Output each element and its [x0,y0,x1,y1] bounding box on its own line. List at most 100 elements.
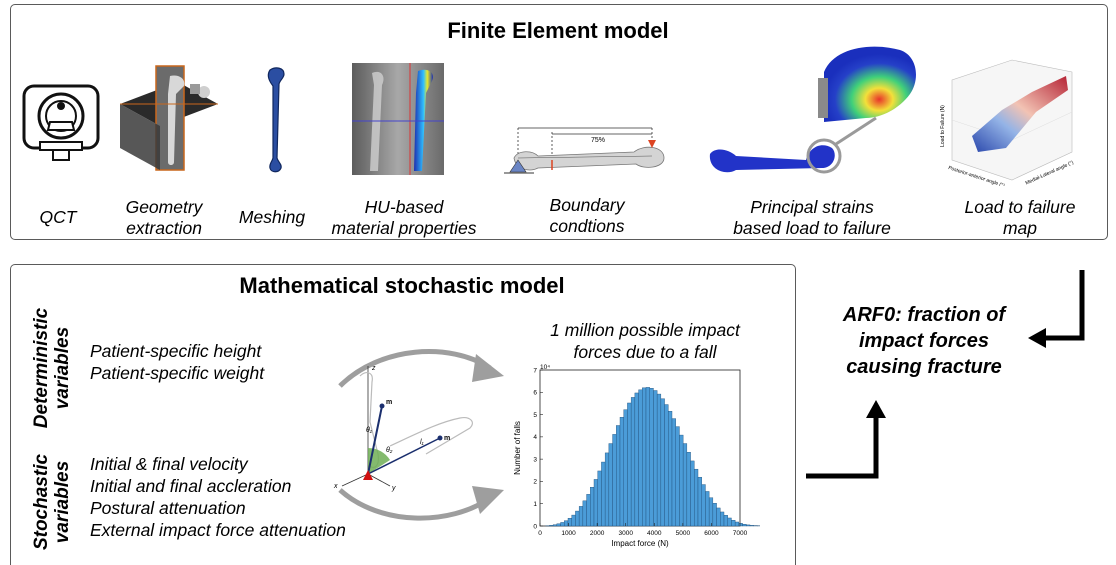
fe-step-map: Load to failure map [948,197,1092,239]
histogram-y-label: Number of falls [513,421,522,475]
from-fe-arrow-head-icon [1028,328,1046,348]
x-tick-label: 4000 [647,530,662,537]
result-arrows [800,260,1116,490]
mass-2-label: m [444,435,450,442]
y-axis-label: y [391,485,396,492]
fe-step-boundary-line1: Boundary [522,195,652,216]
fe-step-hu: HU-based material properties [318,197,490,239]
x-tick-label: 0 [538,530,542,537]
z-axis-label: z [371,365,376,372]
histogram-bar [620,417,624,526]
histogram-bar [639,390,643,526]
fe-step-map-line2: map [948,218,1092,239]
det-var-height: Patient-specific height [90,340,264,362]
fe-step-boundary: Boundary condtions [522,195,652,237]
mass-1-icon [380,404,385,409]
histogram-bar [698,477,702,526]
histogram-bar [594,479,598,526]
leg-silhouette [390,418,472,454]
histogram-bar [605,453,609,526]
deterministic-label-line1: Deterministic [31,303,52,433]
histogram-bar [735,522,739,526]
fe-step-geometry-line1: Geometry [104,197,224,218]
x-tick-label: 6000 [704,530,719,537]
histogram-bar [549,525,553,526]
histogram-bar [561,522,565,526]
histogram-bar [676,427,680,526]
histogram-bar [553,525,557,526]
length-1-label: l₁ [420,439,425,446]
deterministic-label-line2: variables [52,303,73,433]
principal-strains-image [706,44,932,184]
histogram-bar [661,399,665,526]
fe-step-map-line1: Load to failure [948,197,1092,218]
from-ms-arrow-head-icon [866,400,886,418]
histogram-bar [665,405,669,526]
fe-step-hu-line1: HU-based [318,197,490,218]
histogram-bar [709,498,713,526]
histogram-bar [672,419,676,526]
y-tick-label: 4 [533,434,537,441]
y-tick-label: 1 [533,501,537,508]
histogram-bar [694,469,698,526]
meshed-femur-image [262,66,292,174]
x-tick-label: 3000 [618,530,633,537]
y-tick-label: 6 [533,390,537,397]
histogram-bar [717,508,721,526]
x-tick-label: 7000 [733,530,748,537]
impact-caption-line1: 1 million possible impact [500,319,790,341]
histogram-bar [613,434,617,526]
fe-step-qct: QCT [23,207,93,228]
deterministic-vars: Patient-specific height Patient-specific… [90,340,264,384]
histogram-bar [609,444,613,526]
impact-caption: 1 million possible impact forces due to … [500,319,790,363]
histogram-bar [668,411,672,526]
histogram-bar [687,452,691,526]
histogram-bar [653,391,657,526]
qct-scanner-icon [20,82,102,164]
histogram-bar [657,394,661,526]
histogram-bar [642,388,646,526]
hu-material-image [352,63,444,175]
y-tick-label: 0 [533,523,537,530]
histogram-bar [650,388,654,526]
histogram-bar [598,471,602,526]
histogram-y-exponent: 10⁴ [540,364,550,371]
histogram-bar [583,501,587,526]
fe-step-geometry: Geometry extraction [104,197,224,239]
histogram-bar [646,387,650,526]
histogram-bar [572,515,576,526]
from-ms-arrow [806,416,876,476]
x-tick-label: 1000 [561,530,576,537]
fe-step-strains: Principal strains based load to failure [712,197,912,239]
histogram-bar [679,435,683,526]
boundary-conditions-image: 75% [494,122,670,184]
y-tick-label: 7 [533,367,537,374]
histogram-bar [724,515,728,526]
histogram-bar [705,491,709,526]
x-axis-label: x [333,483,338,490]
histogram-bar [616,425,620,526]
mass-2-icon [438,436,443,441]
map-z-label: Load to Failure (N) [940,105,946,147]
x-tick-label: 2000 [590,530,605,537]
histogram-bar [691,461,695,526]
histogram-bar [564,521,568,526]
y-tick-label: 2 [533,479,537,486]
impact-caption-line2: forces due to a fall [500,341,790,363]
stochastic-label: Stochastic variables [31,447,75,557]
boundary-percent-label: 75% [591,137,605,144]
histogram-bar [731,520,735,526]
histogram-bar [728,518,732,526]
histogram-bar [601,462,605,526]
histogram-x-label: Impact force (N) [611,539,669,548]
fe-title: Finite Element model [0,18,1116,44]
y-tick-label: 3 [533,456,537,463]
histogram-bar [750,525,754,526]
fall-pendulum-model: z x y m m θ₁ θ₂ l₁ [330,362,490,496]
x-tick-label: 5000 [676,530,691,537]
fe-step-meshing: Meshing [232,207,312,228]
theta-2-label: θ₂ [386,447,393,454]
histogram-bar [624,410,628,526]
